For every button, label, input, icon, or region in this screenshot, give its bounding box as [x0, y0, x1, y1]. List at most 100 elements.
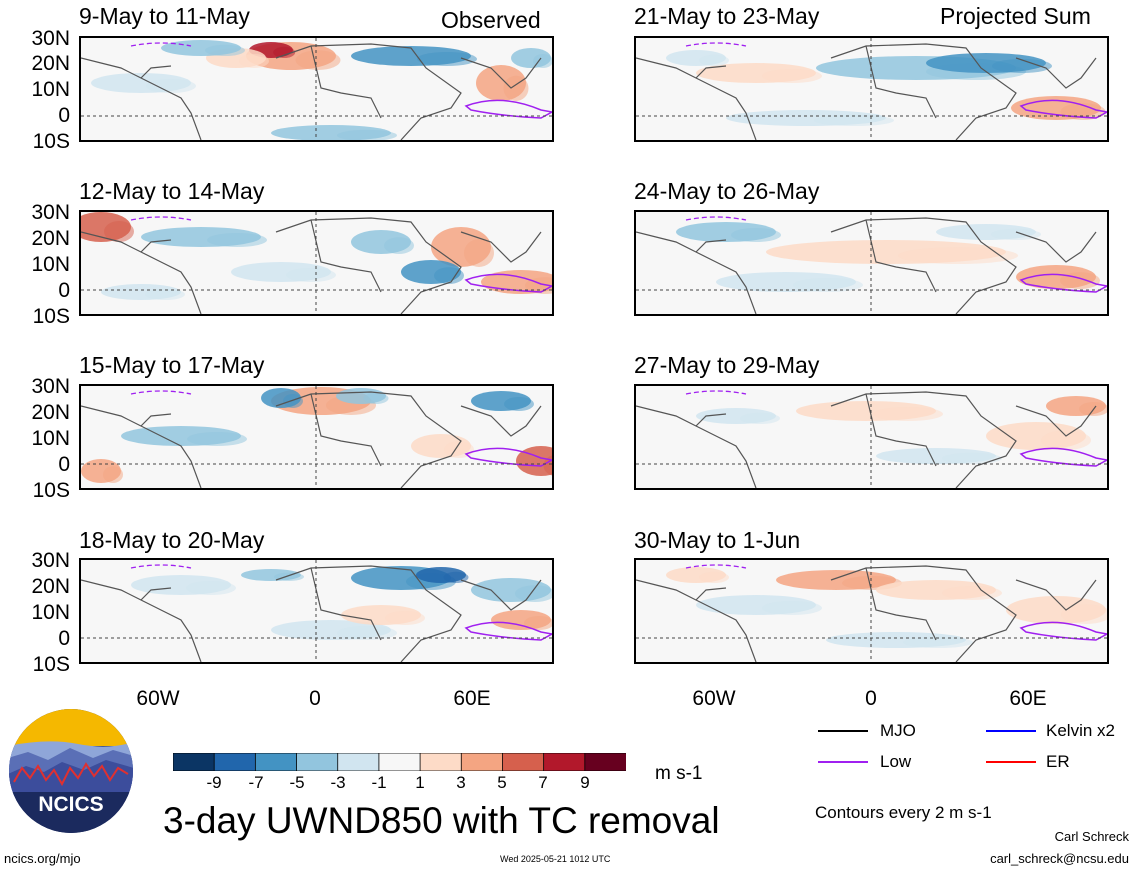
anomaly-region [762, 601, 822, 615]
panel-title-left-3: 15-May to 17-May [79, 352, 265, 378]
map-panel-left-2 [79, 210, 554, 316]
coastline [830, 43, 1017, 140]
map-canvas [636, 560, 1107, 662]
coastline [830, 391, 1017, 488]
colorbar-swatch [543, 752, 586, 772]
y-tick-0: 0 [58, 279, 70, 302]
colorbar-swatch [419, 752, 463, 772]
y-tick-10s: 10S [32, 479, 70, 502]
footer-url[interactable]: ncics.org/mjo [4, 851, 81, 866]
map-canvas [636, 38, 1107, 140]
legend-line-low [818, 761, 868, 763]
anomaly-region [186, 581, 236, 595]
coastline [636, 405, 757, 488]
y-tick-10n: 10N [31, 427, 70, 450]
coastline [1015, 231, 1097, 263]
panel-title-left-1: 9-May to 11-May [79, 3, 250, 29]
anomaly-region [992, 59, 1052, 73]
anomaly-region [898, 247, 1018, 264]
panel-title-left-4: 18-May to 20-May [79, 527, 265, 553]
coastline [830, 565, 1017, 662]
anomaly-region [533, 54, 552, 68]
anomaly-region [273, 46, 296, 58]
y-tick-30n: 30N [31, 375, 70, 398]
coastline [81, 579, 202, 662]
anomaly-region [104, 221, 134, 242]
y-tick-30n: 30N [31, 201, 70, 224]
anomaly-region [239, 54, 269, 68]
y-tick-20n: 20N [31, 227, 70, 250]
low-contour [464, 621, 552, 641]
colorbar-tick: 1 [415, 773, 425, 792]
observed-label: Observed [441, 7, 541, 33]
colorbar-swatch [460, 752, 504, 772]
low-contour [464, 273, 552, 293]
x-tick-right-0: 0 [865, 687, 877, 710]
colorbar-swatch [584, 752, 627, 772]
coastline [830, 217, 1017, 314]
anomaly-region [814, 114, 894, 126]
y-tick-0: 0 [58, 453, 70, 476]
anomaly-region [942, 452, 1002, 464]
colorbar-tick: 5 [497, 773, 507, 792]
low-contour [1019, 447, 1107, 467]
map-panel-right-3 [634, 384, 1109, 490]
contours-note: Contours every 2 m s-1 [815, 803, 992, 822]
footer-author: Carl Schreck [1054, 829, 1129, 844]
panel-title-right-2: 24-May to 26-May [634, 178, 820, 204]
y-tick-10n: 10N [31, 78, 70, 101]
low-contour [1019, 621, 1107, 641]
coastline [275, 43, 462, 140]
coastline [81, 405, 202, 488]
anomaly-region [903, 636, 973, 648]
colorbar-tick: 7 [538, 773, 548, 792]
coastline [1015, 579, 1097, 611]
anomaly-region [286, 268, 336, 282]
colorbar-tick: 9 [580, 773, 590, 792]
coastline [275, 217, 462, 314]
footer-timestamp: Wed 2025-05-21 1012 UTC [500, 854, 611, 864]
y-tick-20n: 20N [31, 52, 70, 75]
colorbar-tick: -3 [330, 773, 346, 792]
coastline [1015, 405, 1097, 437]
anomaly-region [363, 392, 389, 404]
y-tick-0: 0 [58, 627, 70, 650]
coastline [460, 57, 542, 89]
low-contour [464, 99, 552, 119]
map-canvas [81, 560, 552, 662]
anomaly-region [337, 129, 397, 140]
legend-label-er: ER [1046, 752, 1070, 771]
map-canvas [636, 212, 1107, 314]
colorbar-swatch [296, 752, 339, 772]
anomaly-region [337, 626, 397, 640]
anomaly-region [207, 233, 267, 247]
legend-label-kelvin: Kelvin x2 [1046, 721, 1115, 740]
coastline [636, 57, 757, 140]
coastline [636, 231, 757, 314]
anomaly-region [991, 228, 1041, 240]
y-tick-10s: 10S [32, 653, 70, 676]
x-tick-left-60w: 60W [136, 687, 180, 710]
map-panel-left-1 [79, 36, 554, 142]
colorbar-swatch [254, 752, 298, 772]
anomaly-region [1061, 604, 1107, 624]
footer-email[interactable]: carl_schreck@ncsu.edu [990, 851, 1129, 866]
map-panel-right-4 [634, 558, 1109, 664]
anomaly-region [187, 432, 247, 446]
colorbar-swatch [337, 752, 380, 772]
coastline [1015, 57, 1097, 89]
anomaly-region [504, 397, 534, 411]
legend-label-mjo: MJO [880, 721, 916, 740]
anomaly-region [274, 572, 304, 581]
panel-title-right-3: 27-May to 29-May [634, 352, 820, 378]
colorbar-tick: 3 [456, 773, 466, 792]
colorbar-units: m s-1 [655, 763, 703, 784]
anomaly-region [417, 52, 477, 66]
map-canvas [81, 212, 552, 314]
colorbar-tick: -9 [206, 773, 222, 792]
colorbar-swatch [213, 752, 257, 772]
legend-line-kelvin [986, 730, 1036, 732]
x-tick-right-60e: 60E [1009, 687, 1047, 710]
panel-title-right-1: 21-May to 23-May [634, 3, 820, 29]
map-panel-left-4 [79, 558, 554, 664]
